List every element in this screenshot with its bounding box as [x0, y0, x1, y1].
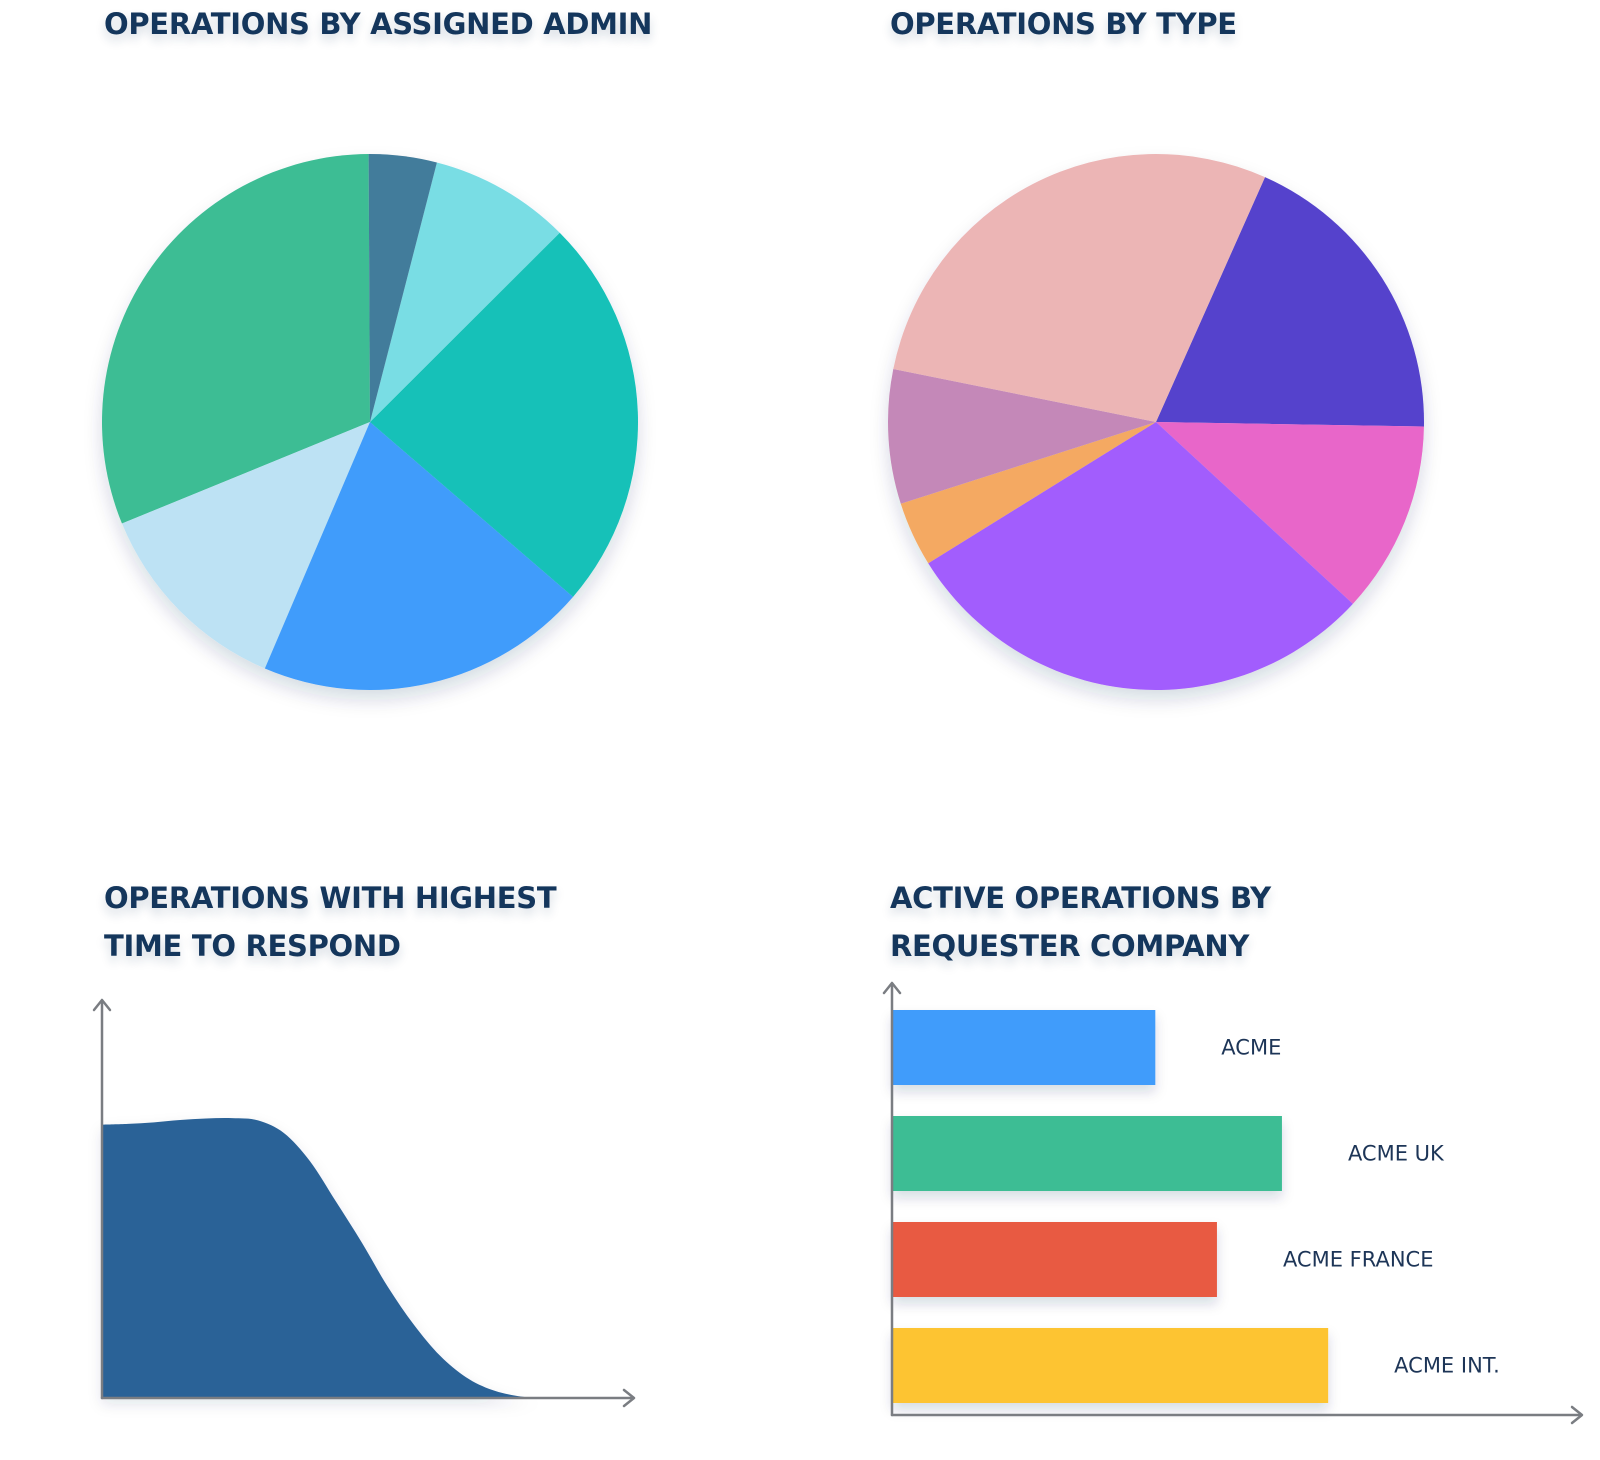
bar-acme-int: [892, 1328, 1329, 1403]
y-axis-arrow: [92, 998, 112, 1012]
pie-slices: [888, 153, 1424, 690]
chart-title-line: ACTIVE OPERATIONS BY: [890, 881, 1271, 915]
chart-title-operation-type: OPERATIONS BY TYPE: [890, 0, 1237, 48]
bar-label: ACME UK: [1348, 1142, 1445, 1166]
pie-slice-5: [370, 162, 560, 423]
pie-slice-2: [121, 422, 370, 669]
bar-acme: [892, 1010, 1156, 1085]
bar-chart-requester-company: ACME ACME UK ACME FRANCE ACME INT.: [882, 981, 1584, 1425]
chart-title-assigned-admin: OPERATIONS BY ASSIGNED ADMIN: [104, 0, 652, 48]
chart-title-requester-company: ACTIVE OPERATIONS BY REQUESTER COMPANY: [890, 874, 1271, 970]
chart-title-time-to-respond: OPERATIONS WITH HIGHEST TIME TO RESPOND: [104, 874, 557, 970]
bar-label: ACME FRANCE: [1283, 1248, 1434, 1272]
pie-slice-3: [928, 422, 1353, 690]
pie-slices: [101, 153, 638, 690]
pie-slice-6: [893, 153, 1266, 422]
pie-slice-1: [101, 154, 370, 524]
pie-chart-assigned-admin: [101, 153, 638, 690]
bar-label: ACME INT.: [1394, 1354, 1500, 1378]
area-series: [102, 1117, 622, 1399]
chart-title-line: TIME TO RESPOND: [104, 929, 401, 963]
pie-slice-4: [370, 232, 638, 597]
pie-chart-operation-type: [888, 153, 1424, 690]
pie-slice-1: [1156, 177, 1424, 427]
pie-slice-6: [368, 153, 437, 422]
pie-slice-2: [1156, 422, 1424, 604]
bar-label: ACME: [1221, 1036, 1281, 1060]
x-axis-arrow: [622, 1388, 636, 1408]
bar-acme-uk: [892, 1116, 1282, 1191]
chart-title-line: REQUESTER COMPANY: [890, 929, 1250, 963]
pie-slice-5: [888, 369, 1156, 504]
pie-slice-4: [900, 422, 1156, 564]
pie-slice-3: [264, 422, 574, 690]
bar-acme-france: [892, 1222, 1217, 1297]
x-axis-arrow: [1570, 1405, 1584, 1425]
chart-title-line: OPERATIONS WITH HIGHEST: [104, 881, 557, 915]
area-chart-time-to-respond: [92, 998, 636, 1408]
y-axis-arrow: [882, 981, 902, 995]
chart-title-line: OPERATIONS BY ASSIGNED ADMIN: [104, 7, 653, 41]
chart-title-line: OPERATIONS BY TYPE: [890, 7, 1237, 41]
